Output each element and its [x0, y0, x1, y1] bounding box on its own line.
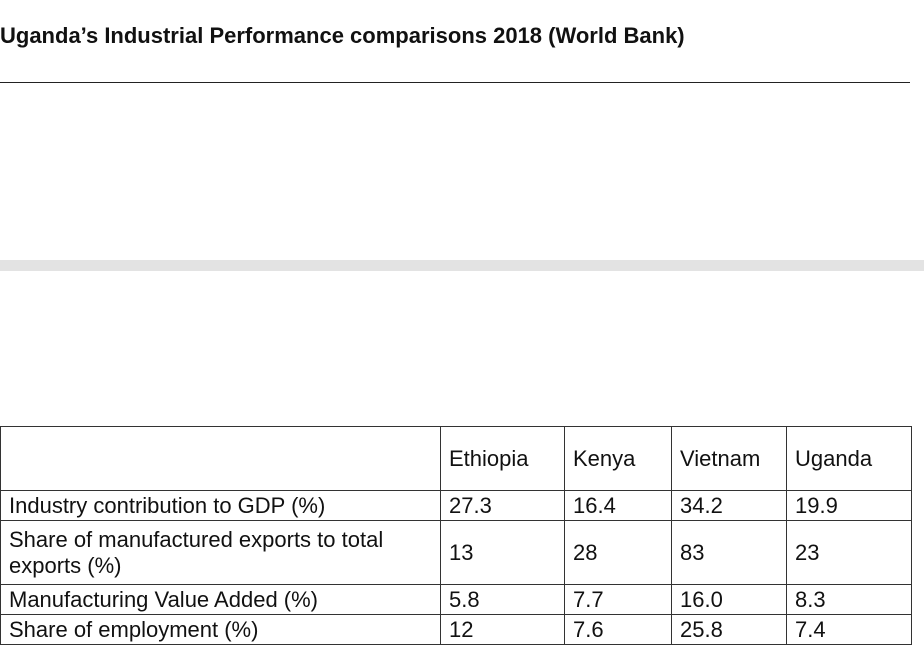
- table-row: Share of employment (%) 12 7.6 25.8 7.4: [0, 614, 912, 645]
- table-row: Share of manufactured exports to total e…: [0, 520, 912, 585]
- row-label-manufactured-exports: Share of manufactured exports to total e…: [0, 520, 441, 585]
- section-separator-band: [0, 260, 924, 271]
- cell-value: 8.3: [786, 584, 912, 615]
- cell-value: 25.8: [671, 614, 787, 645]
- industrial-performance-table: Ethiopia Kenya Vietnam Uganda Industry c…: [0, 426, 912, 645]
- cell-value: 7.7: [564, 584, 672, 615]
- cell-value: 28: [564, 520, 672, 585]
- header-cell-uganda: Uganda: [786, 426, 912, 491]
- cell-value: 12: [440, 614, 565, 645]
- cell-value: 34.2: [671, 490, 787, 521]
- cell-value: 16.0: [671, 584, 787, 615]
- document-title: Uganda’s Industrial Performance comparis…: [0, 23, 685, 48]
- cell-value: 7.4: [786, 614, 912, 645]
- table-header-row: Ethiopia Kenya Vietnam Uganda: [0, 426, 912, 491]
- header-cell-vietnam: Vietnam: [671, 426, 787, 491]
- cell-value: 83: [671, 520, 787, 585]
- cell-value: 7.6: [564, 614, 672, 645]
- table-row: Manufacturing Value Added (%) 5.8 7.7 16…: [0, 584, 912, 615]
- cell-value: 5.8: [440, 584, 565, 615]
- header-cell-kenya: Kenya: [564, 426, 672, 491]
- header-cell-empty: [0, 426, 441, 491]
- cell-value: 19.9: [786, 490, 912, 521]
- cell-value: 16.4: [564, 490, 672, 521]
- header-cell-ethiopia: Ethiopia: [440, 426, 565, 491]
- row-label-industry-gdp: Industry contribution to GDP (%): [0, 490, 441, 521]
- cell-value: 27.3: [440, 490, 565, 521]
- row-label-share-employment: Share of employment (%): [0, 614, 441, 645]
- table-row: Industry contribution to GDP (%) 27.3 16…: [0, 490, 912, 521]
- row-label-manufacturing-value-added: Manufacturing Value Added (%): [0, 584, 441, 615]
- cell-value: 13: [440, 520, 565, 585]
- title-divider: [0, 82, 910, 83]
- cell-value: 23: [786, 520, 912, 585]
